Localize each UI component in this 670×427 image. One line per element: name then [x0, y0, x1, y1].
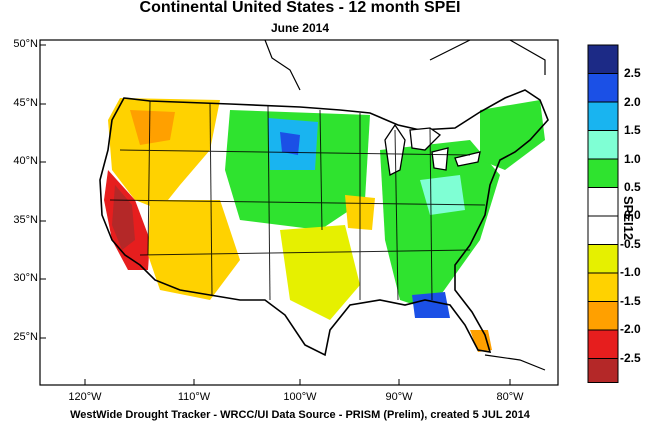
lon-label-100: 100°W	[283, 391, 317, 403]
map-subtitle: June 2014	[270, 21, 330, 35]
spei-shading	[104, 98, 545, 352]
cb-label-2.5: 2.5	[624, 66, 641, 80]
cb-swatch-2	[587, 101, 619, 131]
cb-label-neg1.5: -1.5	[620, 294, 641, 308]
map-title: Continental United States - 12 month SPE…	[139, 0, 461, 16]
state-lines	[109, 100, 486, 301]
footer-credit: WestWide Drought Tracker - WRCC/UI Data …	[70, 409, 530, 421]
colorbar-title: SPEI12	[621, 196, 636, 241]
cb-swatch-8	[587, 272, 619, 302]
conus-outline	[99, 89, 549, 357]
shade-southwest-dry	[148, 200, 240, 300]
lat-label-25: 25°N	[13, 331, 38, 343]
cb-swatch-6	[587, 215, 619, 245]
shade-texas-dry	[280, 225, 360, 320]
great-lakes	[384, 123, 481, 176]
lat-label-50: 50°N	[13, 38, 38, 50]
cb-label-0.0: 0.0	[624, 208, 641, 222]
cb-swatch-5	[587, 187, 619, 217]
cb-swatch-7	[587, 244, 619, 274]
cb-swatch-11	[587, 358, 619, 383]
cb-swatch-1	[587, 73, 619, 103]
shade-east-wet	[380, 140, 500, 310]
lon-label-80: 80°W	[496, 391, 524, 403]
shade-panhandle-very-wet	[412, 292, 450, 318]
cuba-coast	[484, 354, 546, 371]
cb-label-neg1.0: -1.0	[620, 265, 641, 279]
lat-label-45: 45°N	[13, 97, 38, 109]
cb-swatch-10	[587, 329, 619, 359]
lon-label-110: 110°W	[177, 391, 211, 403]
axis-ticks	[40, 44, 511, 385]
cb-swatch-9	[587, 301, 619, 331]
cb-swatch-4	[587, 158, 619, 188]
lat-label-35: 35°N	[13, 214, 38, 226]
cb-swatch-3	[587, 130, 619, 160]
quebec-coast	[429, 39, 546, 75]
cb-label-neg0.5: -0.5	[620, 237, 641, 251]
cb-label-1.0: 1.0	[624, 152, 641, 166]
lat-label-40: 40°N	[13, 155, 38, 167]
shade-dakota-extreme-wet	[280, 132, 300, 155]
cb-label-neg2.0: -2.0	[620, 322, 641, 336]
cb-label-1.5: 1.5	[624, 123, 641, 137]
shade-california-extreme	[112, 185, 135, 250]
cb-label-neg2.5: -2.5	[620, 351, 641, 365]
colorbar	[587, 44, 619, 383]
lon-label-120: 120°W	[68, 391, 102, 403]
lat-label-30: 30°N	[13, 272, 38, 284]
shade-oregon-dry	[130, 110, 175, 145]
cb-label-2.0: 2.0	[624, 95, 641, 109]
cb-label-0.5: 0.5	[624, 180, 641, 194]
canada-border	[264, 39, 301, 91]
shade-florida-dry	[470, 330, 492, 352]
lon-label-90: 90°W	[385, 391, 413, 403]
shade-northeast-wet	[480, 100, 545, 170]
cb-swatch-0	[587, 44, 619, 74]
